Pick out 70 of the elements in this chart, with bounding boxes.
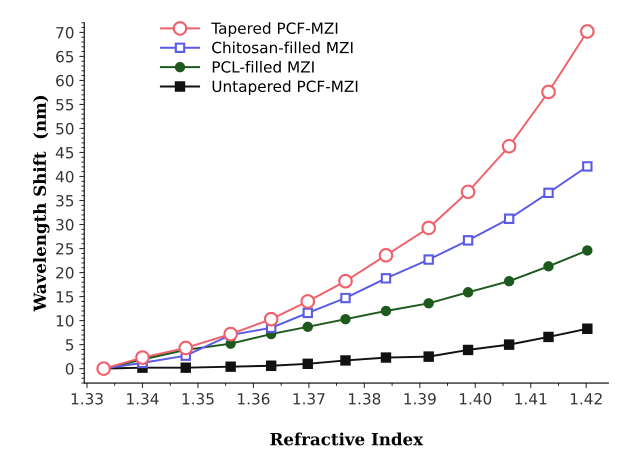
point [300, 294, 316, 309]
point [338, 274, 353, 289]
x-tick-label: 1.34 [127, 393, 159, 405]
point [340, 292, 351, 304]
x-tick-label: 1.42 [570, 393, 602, 404]
point [378, 248, 394, 263]
legend-label: Tapered PCF-MZI [211, 22, 338, 37]
point [543, 188, 554, 198]
point [423, 298, 434, 309]
point [421, 220, 436, 236]
point [302, 358, 313, 370]
y-tick-label: 20 [56, 267, 74, 279]
point [582, 324, 593, 334]
point [580, 24, 595, 39]
point [302, 308, 313, 318]
point [223, 326, 238, 342]
point [462, 344, 474, 356]
x-tick-label: 1.38 [349, 393, 380, 405]
point [180, 362, 191, 373]
point [504, 214, 514, 224]
point [502, 138, 516, 154]
legend-label: Untapered PCF-MZI [212, 80, 358, 96]
x-tick-label: 1.37 [294, 393, 325, 405]
point [462, 235, 474, 246]
point [225, 362, 236, 372]
point [380, 273, 392, 284]
point [380, 306, 392, 316]
y-tick-label: 15 [56, 291, 74, 303]
point [460, 184, 476, 200]
legend-label: Chitosan-filled MZI [212, 42, 352, 54]
point [543, 261, 554, 272]
point [266, 360, 276, 371]
y-tick-label: 30 [56, 219, 74, 231]
point [380, 352, 392, 363]
point [264, 312, 278, 326]
point [340, 314, 351, 324]
x-tick-label: 1.33 [72, 393, 103, 405]
x-tick-label: 1.40 [460, 393, 492, 405]
y-tick-label: 50 [56, 122, 74, 134]
x-tick-label: 1.41 [515, 393, 546, 404]
point [135, 350, 150, 365]
point [462, 287, 474, 298]
point [178, 340, 194, 356]
y-tick-label: 35 [56, 194, 74, 207]
legend-label: PCL-filled MZI [212, 60, 314, 73]
point [504, 276, 514, 286]
y-tick-label: 40 [56, 170, 74, 183]
y-tick-label: 55 [56, 99, 74, 110]
point [543, 332, 554, 342]
point [582, 245, 593, 256]
x-axis-title: Refractive Index [270, 432, 424, 446]
y-tick-label: 70 [56, 26, 74, 38]
y-tick-label: 65 [56, 50, 74, 62]
point [423, 351, 434, 362]
point [340, 355, 351, 366]
x-tick-label: 1.39 [404, 393, 436, 405]
x-tick-label: 1.36 [238, 393, 270, 405]
point [504, 339, 514, 350]
point [582, 161, 593, 172]
point [423, 254, 434, 265]
point [541, 84, 556, 100]
y-axis-title: Wavelength Shift (nm) [33, 96, 50, 312]
y-tick-label: 60 [56, 74, 74, 86]
y-tick-label: 0 [66, 363, 74, 375]
x-tick-label: 1.35 [182, 393, 214, 405]
point [302, 322, 313, 332]
y-tick-label: 45 [56, 147, 74, 159]
y-tick-label: 25 [56, 243, 74, 255]
y-tick-label: 5 [66, 339, 74, 351]
y-tick-label: 10 [56, 315, 74, 327]
